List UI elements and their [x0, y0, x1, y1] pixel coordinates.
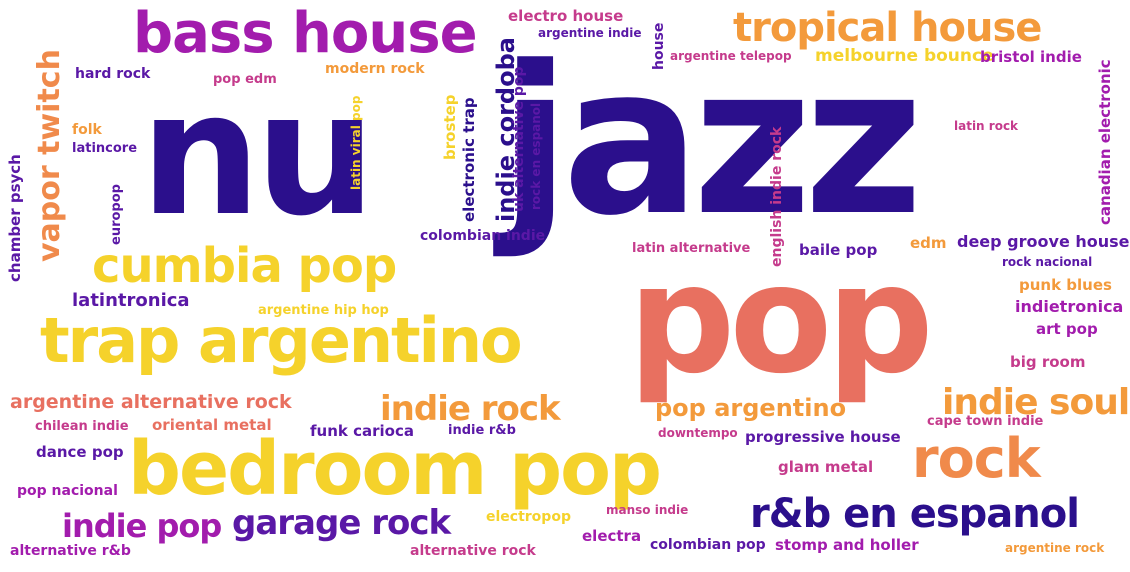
word-folk: folk: [72, 122, 102, 138]
word-electra: electra: [582, 527, 642, 545]
word-stomp-and-holler: stomp and holler: [775, 536, 919, 554]
word-funk-carioca: funk carioca: [310, 422, 414, 440]
word-dance-pop: dance pop: [36, 443, 124, 461]
word-rock-nacional: rock nacional: [1002, 255, 1093, 269]
word-chilean-indie: chilean indie: [35, 419, 129, 434]
word-english-indie-rock: english indie rock: [769, 126, 785, 267]
word-pop-argentino: pop argentino: [655, 394, 847, 422]
word-electropop: electropop: [486, 509, 571, 525]
word-house: house: [651, 22, 667, 70]
word-big-room: big room: [1010, 353, 1086, 371]
word-rock-en-espanol: rock en espanol: [529, 102, 543, 210]
word-tropical-house: tropical house: [733, 5, 1042, 51]
word-latin-alternative: latin alternative: [632, 241, 751, 256]
word-baile-pop: baile pop: [799, 241, 878, 259]
word-latin-rock: latin rock: [954, 119, 1019, 133]
word-europop: europop: [109, 184, 124, 245]
word-cumbia-pop: cumbia pop: [92, 238, 397, 294]
word-bedroom-pop: bedroom pop: [128, 426, 662, 512]
word-nu: nu: [140, 56, 376, 254]
word-latintronica: latintronica: [72, 290, 190, 311]
word-modern-rock: modern rock: [325, 61, 425, 77]
word-rock: rock: [912, 427, 1041, 490]
word-canadian-electronic: canadian electronic: [1096, 59, 1114, 225]
word-oriental-metal: oriental metal: [152, 416, 272, 434]
word-cape-town-indie: cape town indie: [927, 414, 1044, 429]
word-indie-rnb: indie r&b: [448, 423, 516, 438]
word-uk-alternative-pop: uk alternative pop: [511, 66, 527, 212]
word-argentine-telepop: argentine telepop: [670, 49, 792, 63]
word-indietronica: indietronica: [1015, 297, 1124, 316]
word-downtempo: downtempo: [658, 426, 738, 440]
word-alternative-rock: alternative rock: [410, 543, 536, 559]
word-edm: edm: [910, 234, 947, 252]
word-latincore: latincore: [72, 141, 138, 156]
word-pop-nacional: pop nacional: [17, 483, 118, 499]
word-indie-pop: indie pop: [62, 507, 222, 545]
word-punk-blues: punk blues: [1019, 276, 1112, 294]
word-latin-viral-pop: latin viral pop: [349, 95, 363, 190]
word-indie-rock: indie rock: [380, 389, 561, 429]
word-colombian-indie: colombian indie: [420, 228, 546, 244]
word-pop: pop: [628, 233, 934, 407]
word-chamber-psych: chamber psych: [6, 154, 24, 282]
word-hard-rock: hard rock: [75, 66, 151, 82]
word-brostep: brostep: [441, 94, 459, 160]
word-bass-house: bass house: [133, 1, 478, 66]
word-progressive-house: progressive house: [745, 428, 901, 446]
word-rnb-en-espanol: r&b en espanol: [750, 491, 1080, 537]
word-art-pop: art pop: [1036, 320, 1098, 338]
word-argentine-alternative-rock: argentine alternative rock: [10, 391, 292, 413]
word-jazz: jazz: [500, 23, 923, 261]
word-argentine-rock: argentine rock: [1005, 541, 1105, 555]
word-deep-groove-house: deep groove house: [957, 232, 1130, 251]
word-indie-soul: indie soul: [942, 382, 1130, 423]
word-glam-metal: glam metal: [778, 458, 874, 476]
word-argentine-hip-hop: argentine hip hop: [258, 303, 389, 318]
word-melbourne-bounce: melbourne bounce: [815, 46, 994, 66]
word-trap-argentino: trap argentino: [40, 304, 523, 377]
word-alternative-rnb: alternative r&b: [10, 543, 131, 559]
word-electronic-trap: electronic trap: [460, 97, 478, 222]
word-manso-indie: manso indie: [606, 503, 689, 517]
word-bristol-indie: bristol indie: [980, 48, 1082, 66]
word-colombian-pop: colombian pop: [650, 537, 766, 553]
word-pop-edm: pop edm: [213, 72, 277, 87]
word-garage-rock: garage rock: [232, 503, 451, 543]
word-electro-house: electro house: [508, 7, 624, 25]
word-argentine-indie: argentine indie: [538, 26, 642, 40]
word-vapor-twitch: vapor twitch: [32, 49, 67, 262]
